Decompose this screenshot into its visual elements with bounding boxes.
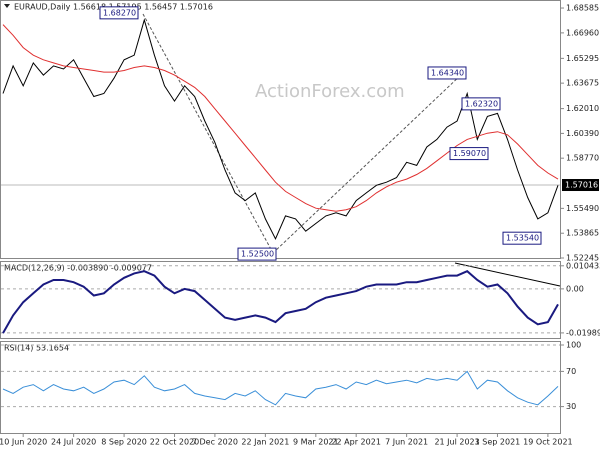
- last-price-box: [562, 179, 599, 192]
- x-tick-label: 22 Jan 2021: [241, 438, 289, 447]
- series-line: [2, 18, 559, 240]
- x-tick-label: 24 Jul 2020: [51, 438, 96, 447]
- y-tick-label: 1.68585: [566, 4, 599, 13]
- x-tick-label: 22 Oct 2020: [150, 438, 199, 447]
- y-tick-label: 1.58770: [566, 154, 599, 163]
- macd-title: MACD(12,26,9) -0.003890 -0.009077: [4, 264, 152, 273]
- annotation-label: 1.64340: [431, 68, 464, 77]
- series-line: [2, 370, 559, 406]
- x-tick-label: 8 Sep 2020: [101, 438, 147, 447]
- last-price-label: 1.57016: [565, 181, 598, 190]
- annotation-label: 1.52500: [241, 250, 274, 259]
- annotation-label: 1.68270: [103, 8, 136, 17]
- x-tick-label: 7 Jun 2021: [385, 438, 428, 447]
- watermark: ActionForex.com: [255, 81, 405, 102]
- y-tick-label: 1.60390: [566, 129, 599, 138]
- macd-panel: [0, 261, 561, 339]
- y-tick-label: 70: [566, 367, 576, 376]
- annotation-box: [237, 247, 277, 261]
- menu-icon: [4, 4, 10, 8]
- y-tick-label: 1.53865: [566, 229, 599, 238]
- y-tick-label: 0.00: [566, 284, 584, 293]
- annotation-box: [502, 231, 542, 245]
- trend-line: [142, 13, 274, 254]
- y-tick-label: 1.65295: [566, 54, 599, 63]
- trend-line: [272, 72, 464, 254]
- annotation-box: [461, 97, 501, 111]
- annotation-label: 1.53540: [506, 234, 539, 243]
- x-tick-label: 3 Sep 2021: [475, 438, 521, 447]
- series-line: [2, 270, 559, 334]
- y-tick-label: 30: [566, 402, 576, 411]
- y-tick-label: 1.63675: [566, 79, 599, 88]
- y-tick-label: 100: [566, 341, 581, 350]
- macd-trend-line: [454, 262, 561, 287]
- y-tick-label: -0.019898: [566, 328, 600, 337]
- annotation-box: [449, 147, 489, 161]
- x-tick-label: 21 Jul 2021: [434, 438, 479, 447]
- annotation-label: 1.62320: [465, 99, 498, 108]
- x-tick-label: 19 Oct 2021: [523, 438, 572, 447]
- x-tick-label: 9 Mar 2021: [293, 438, 339, 447]
- y-tick-label: 1.66960: [566, 28, 599, 37]
- x-tick-label: 22 Apr 2021: [331, 438, 380, 447]
- rsi-panel: [0, 341, 561, 434]
- annotation-label: 1.59070: [453, 149, 486, 158]
- annotation-box: [99, 6, 139, 20]
- y-tick-label: 1.62010: [566, 104, 599, 113]
- y-tick-label: 1.55490: [566, 204, 599, 213]
- rsi-title: RSI(14) 53.1654: [4, 344, 69, 353]
- x-tick-label: 10 Jun 2020: [0, 438, 47, 447]
- series-line: [2, 24, 559, 212]
- y-tick-label: 0.010433: [566, 261, 600, 270]
- y-tick-label: 1.52245: [566, 254, 599, 263]
- price-panel: [0, 0, 561, 259]
- annotation-box: [427, 66, 467, 80]
- x-tick-label: 7 Dec 2020: [192, 438, 238, 447]
